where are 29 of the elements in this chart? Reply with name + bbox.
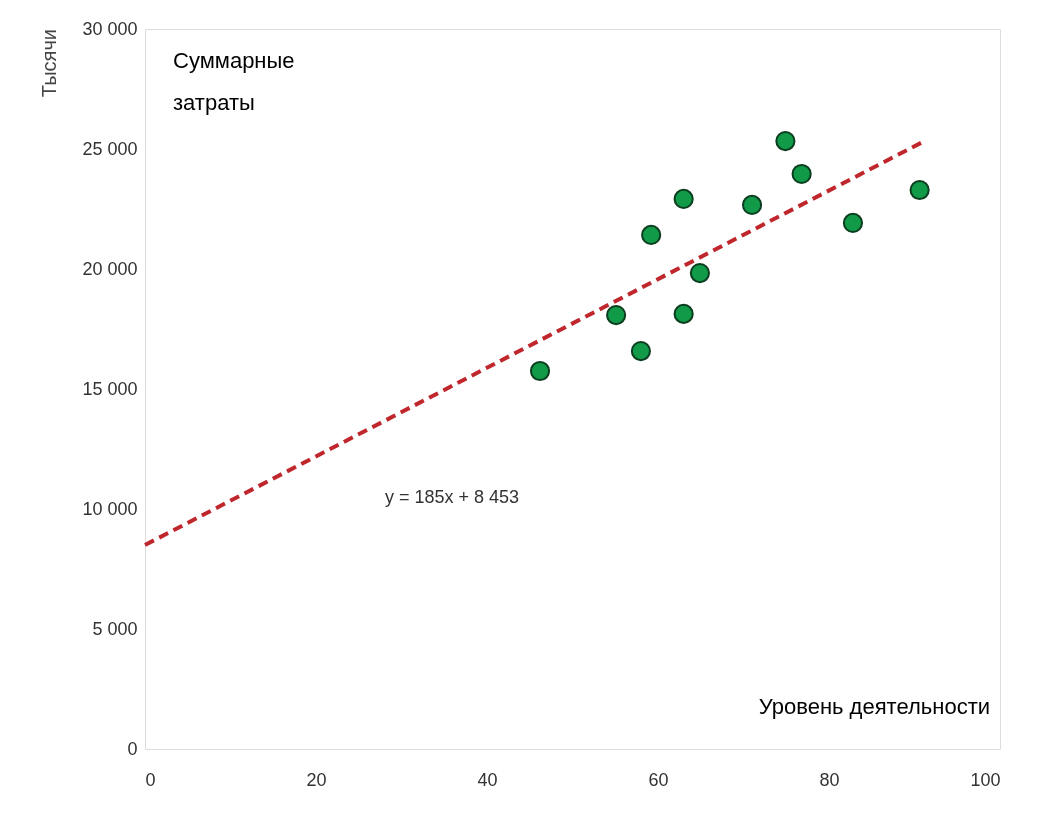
x-tick-label: 40	[477, 769, 498, 790]
y-tick-label: 5 000	[92, 618, 138, 639]
point	[909, 179, 930, 201]
point	[791, 163, 812, 185]
y-tick-label: 0	[127, 738, 138, 759]
x-tick-label: 60	[648, 769, 669, 790]
point	[741, 194, 763, 215]
point	[842, 212, 864, 233]
point	[673, 188, 694, 209]
y-tick-label: 30 000	[82, 18, 138, 39]
x-tick-label: 80	[819, 769, 840, 790]
y-tick-label: 25 000	[82, 138, 138, 159]
x-tick-label: 0	[145, 769, 156, 790]
x-tick-label: 20	[306, 769, 327, 790]
point	[689, 263, 710, 284]
y-tick-label: 15 000	[82, 378, 138, 399]
annotation: Суммарные затраты	[173, 48, 295, 115]
point	[775, 131, 796, 152]
x-tick-label: 100	[970, 769, 1001, 790]
point	[673, 303, 694, 324]
y-tick-label: 10 000	[82, 498, 138, 519]
y-tick-label: 20 000	[82, 258, 138, 279]
x-axis-title: Уровень деятельности	[758, 694, 990, 719]
point	[529, 360, 551, 382]
point	[630, 341, 651, 362]
point	[606, 305, 627, 326]
annotation: y = 185x + 8 453	[385, 487, 520, 507]
y-axis-title: Тысячи	[38, 29, 60, 98]
point	[641, 224, 662, 245]
